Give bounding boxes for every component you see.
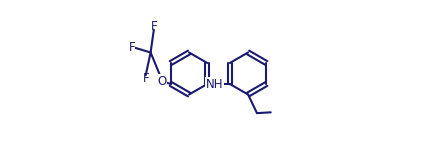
Text: F: F [129, 41, 135, 54]
Text: F: F [142, 72, 149, 85]
Text: NH: NH [206, 77, 223, 91]
Text: F: F [150, 20, 157, 33]
Text: O: O [157, 75, 167, 88]
